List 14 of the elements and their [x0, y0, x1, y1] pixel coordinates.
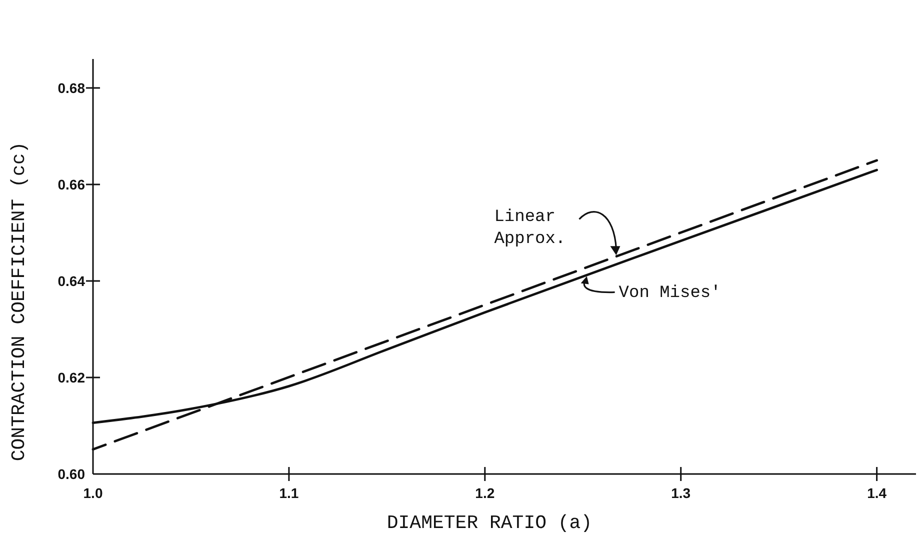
y-tick-label: 0.62	[58, 369, 86, 386]
x-tick-label: 1.0	[83, 485, 103, 501]
y-tick-label: 0.60	[58, 466, 86, 482]
y-tick-label: 0.64	[58, 272, 86, 289]
x-tick-label: 1.2	[475, 485, 495, 501]
series-label: Linear Approx.	[494, 208, 566, 250]
x-tick-label: 1.3	[671, 485, 691, 501]
y-tick-label: 0.66	[58, 176, 86, 192]
legend-label: Von Mises'	[618, 284, 721, 304]
x-tick-label: 1.4	[867, 485, 887, 501]
x-tick-label: 1.1	[279, 485, 299, 501]
x-axis-title: DIAMETER RATIO (a)	[386, 512, 592, 534]
y-tick-label: 0.68	[58, 80, 86, 96]
y-axis-title: CONTRACTION COEFFICIENT (cc)	[8, 142, 30, 462]
